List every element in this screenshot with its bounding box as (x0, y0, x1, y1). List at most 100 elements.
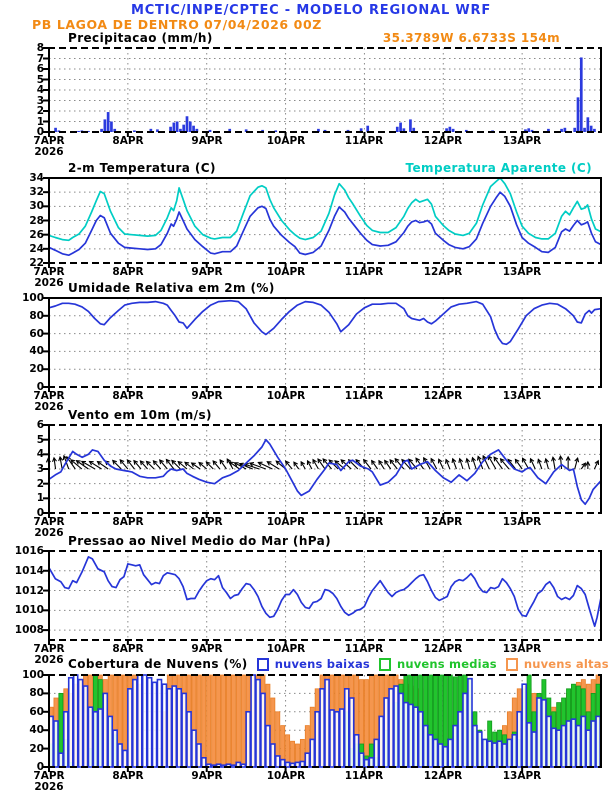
x-tick-label: 8APR (112, 266, 144, 278)
y-tick-label: 5 (36, 74, 44, 86)
y-tick-label: 40 (29, 724, 44, 736)
x-tick-label: 8APR (112, 135, 144, 147)
y-tick-label: 40 (29, 345, 44, 357)
x-tick-label: 9APR (191, 390, 223, 402)
run-datetime: 07/04/2026 00Z (204, 17, 322, 32)
y-tick-label: 0 (36, 507, 44, 519)
y-tick-label: 28 (29, 215, 44, 227)
x-tick-label: 13APR (502, 266, 542, 278)
x-tick-label: 12APR (423, 516, 463, 528)
legend-apparent-temperature: Temperatura Aparente (C) (405, 161, 592, 175)
y-tick-label: 1 (36, 116, 44, 128)
x-tick-label: 13APR (502, 516, 542, 528)
x-tick-label: 10APR (266, 390, 306, 402)
x-tick-label: 13APR (502, 770, 542, 782)
y-tick-label: 1016 (14, 545, 44, 557)
y-tick-label: 2 (36, 105, 44, 117)
y-tick-label: 26 (29, 229, 44, 241)
panel-title-clouds-row: Cobertura de Nuvens (%) nuvens baixas nu… (68, 657, 609, 671)
y-tick-label: 80 (29, 687, 44, 699)
x-tick-label: 10APR (266, 643, 306, 655)
y-tick-label: 5 (36, 434, 44, 446)
x-tick-label: 11APR (344, 135, 384, 147)
x-tick-label: 13APR (502, 390, 542, 402)
panel-title-wind: Vento em 10m (m/s) (68, 408, 212, 422)
x-tick-label: 11APR (344, 770, 384, 782)
x-tick-label: 12APR (423, 135, 463, 147)
x-axis-year-label: 2026 (34, 277, 64, 289)
panel-title-clouds: Cobertura de Nuvens (%) (68, 657, 248, 671)
y-tick-label: 1012 (14, 585, 44, 597)
y-tick-label: 32 (29, 186, 44, 198)
panel-title-pressure: Pressao ao Nivel Medio do Mar (hPa) (68, 534, 332, 548)
x-tick-label: 9APR (191, 135, 223, 147)
x-tick-label: 10APR (266, 135, 306, 147)
y-tick-label: 8 (36, 42, 44, 54)
x-tick-label: 11APR (344, 390, 384, 402)
y-tick-label: 80 (29, 310, 44, 322)
legend-box-mid-clouds-icon (378, 657, 391, 671)
x-tick-label: 12APR (423, 770, 463, 782)
panel-title-precipitation: Precipitacao (mm/h) (68, 31, 213, 45)
y-tick-label: 60 (29, 706, 44, 718)
y-tick-label: 7 (36, 53, 44, 65)
y-tick-label: 2 (36, 478, 44, 490)
y-tick-label: 24 (29, 243, 44, 255)
legend-label-mid-clouds: nuvens medias (396, 657, 497, 671)
x-tick-label: 8APR (112, 643, 144, 655)
x-tick-label: 10APR (266, 770, 306, 782)
y-tick-label: 0 (36, 126, 44, 138)
x-tick-label: 12APR (423, 390, 463, 402)
x-axis-year-label: 2026 (34, 401, 64, 413)
y-tick-label: 100 (22, 669, 44, 681)
x-tick-label: 8APR (112, 516, 144, 528)
y-tick-label: 1 (36, 492, 44, 504)
y-tick-label: 0 (36, 761, 44, 773)
x-tick-label: 11APR (344, 643, 384, 655)
x-tick-label: 7APR (33, 135, 65, 147)
y-tick-label: 1008 (14, 624, 44, 636)
y-tick-label: 30 (29, 200, 44, 212)
x-tick-label: 9APR (191, 770, 223, 782)
x-tick-label: 7APR (33, 390, 65, 402)
y-tick-label: 6 (36, 63, 44, 75)
x-axis-year-label: 2026 (34, 527, 64, 539)
x-tick-label: 12APR (423, 266, 463, 278)
panel-title-humidity: Umidade Relativa em 2m (%) (68, 281, 275, 295)
panel-title-temperature: 2-m Temperatura (C) (68, 161, 216, 175)
x-tick-label: 9APR (191, 266, 223, 278)
x-tick-label: 7APR (33, 266, 65, 278)
page-title: MCTIC/INPE/CPTEC - MODELO REGIONAL WRF (130, 3, 492, 18)
y-tick-label: 6 (36, 419, 44, 431)
y-tick-label: 3 (36, 463, 44, 475)
x-tick-label: 7APR (33, 770, 65, 782)
x-tick-label: 7APR (33, 516, 65, 528)
x-axis-year-label: 2026 (34, 781, 64, 792)
x-tick-label: 10APR (266, 266, 306, 278)
x-tick-label: 11APR (344, 516, 384, 528)
y-tick-label: 34 (29, 172, 44, 184)
y-tick-label: 60 (29, 328, 44, 340)
y-tick-label: 4 (36, 84, 44, 96)
y-tick-label: 1010 (14, 604, 44, 616)
x-tick-label: 10APR (266, 516, 306, 528)
y-tick-label: 3 (36, 95, 44, 107)
location-label: PB LAGOA DE DENTRO (32, 17, 200, 32)
x-tick-label: 12APR (423, 643, 463, 655)
x-tick-label: 13APR (502, 643, 542, 655)
legend-box-low-clouds-icon (256, 657, 269, 671)
station-coordinates: 35.3789W 6.6733S 154m (382, 31, 560, 45)
x-axis-year-label: 2026 (34, 146, 64, 158)
x-tick-label: 7APR (33, 643, 65, 655)
x-tick-label: 9APR (191, 643, 223, 655)
x-tick-label: 9APR (191, 516, 223, 528)
x-tick-label: 8APR (112, 390, 144, 402)
y-tick-label: 1014 (14, 565, 44, 577)
legend-label-high-clouds: nuvens altas (523, 657, 609, 671)
legend-label-low-clouds: nuvens baixas (274, 657, 370, 671)
y-tick-label: 0 (36, 381, 44, 393)
y-tick-label: 20 (29, 363, 44, 375)
legend-box-high-clouds-icon (505, 657, 518, 671)
